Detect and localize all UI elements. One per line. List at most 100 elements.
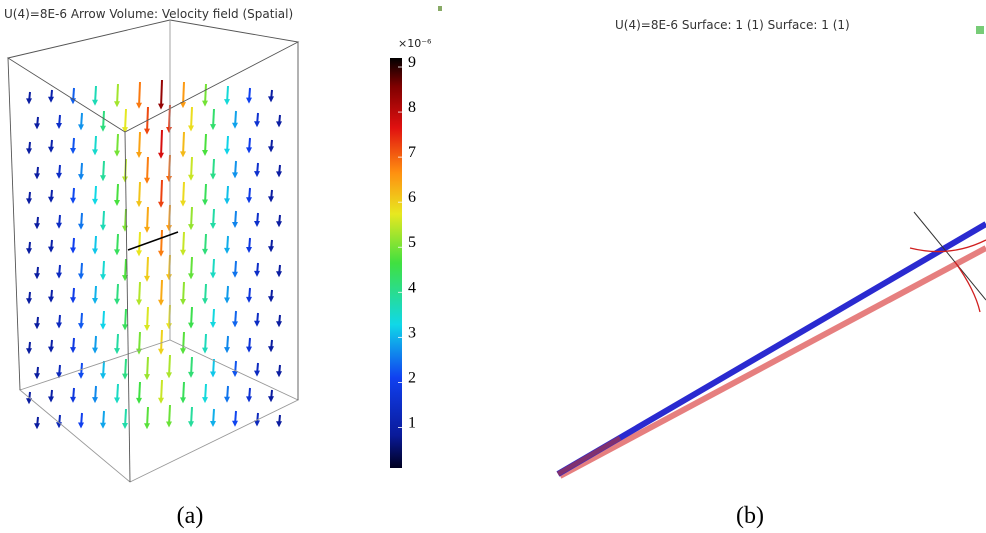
arrow-head — [144, 423, 150, 429]
arrow-head — [254, 371, 260, 377]
arrow — [136, 82, 142, 109]
arrow — [48, 240, 54, 253]
arrow-head — [70, 248, 76, 254]
colorbar-tick-label: 8 — [408, 99, 416, 116]
arrow-head — [202, 101, 208, 107]
arrow — [166, 205, 172, 231]
arrow — [232, 311, 238, 327]
arrow — [48, 390, 54, 403]
arrow-head — [232, 272, 238, 278]
arrow-head — [92, 397, 98, 403]
arrow — [144, 407, 150, 429]
arrow-head — [158, 300, 164, 306]
panel-b: U(4)=8E-6 Surface: 1 (1) Surface: 1 (1) … — [558, 18, 986, 529]
arrow-head — [144, 178, 150, 184]
arrow — [268, 390, 274, 402]
arrow — [144, 157, 150, 184]
panel-title: U(4)=8E-6 Surface: 1 (1) Surface: 1 (1) — [615, 18, 850, 32]
arrow-head — [70, 347, 76, 353]
arrow-head — [166, 225, 172, 231]
arrow — [78, 263, 84, 279]
arrow — [92, 186, 98, 205]
arrow — [180, 282, 186, 305]
arrow — [100, 161, 106, 181]
arrow-head — [78, 174, 84, 180]
arrow-head — [136, 398, 142, 404]
arrow — [224, 186, 230, 204]
arrow-head — [100, 324, 106, 330]
arrow — [276, 415, 282, 427]
arrow-head — [210, 124, 216, 130]
arrow — [180, 182, 186, 207]
arrow — [56, 165, 62, 179]
arrow-head — [48, 147, 54, 153]
colorbar-tick-label: 3 — [408, 324, 416, 341]
arrow — [158, 130, 164, 159]
arrow — [224, 136, 230, 155]
arrow — [276, 115, 282, 127]
arrow-head — [224, 347, 230, 353]
arrow-head — [48, 247, 54, 253]
arrow-head — [268, 296, 274, 302]
colorbar-tick-label: 1 — [408, 414, 416, 431]
icon — [438, 6, 442, 11]
arrow — [100, 211, 106, 231]
arrow — [122, 309, 128, 330]
arrow — [276, 165, 282, 177]
arrow-head — [26, 198, 32, 204]
arrow — [122, 109, 128, 133]
arrow — [254, 213, 260, 227]
arrow — [180, 332, 186, 354]
colorbar-tick-label: 2 — [408, 369, 416, 386]
arrow-head — [180, 201, 186, 207]
arrow-head — [122, 324, 128, 330]
arrow-head — [254, 271, 260, 277]
arrow-head — [26, 98, 32, 104]
arrow — [254, 113, 260, 127]
arrow-head — [56, 323, 62, 329]
arrow — [224, 336, 230, 353]
arrow — [100, 311, 106, 330]
arrow — [70, 288, 76, 303]
arrow — [224, 236, 230, 254]
icon — [976, 26, 984, 34]
arrow-head — [232, 172, 238, 178]
caption: (b) — [736, 503, 764, 529]
figure: U(4)=8E-6 Arrow Volume: Velocity field (… — [0, 0, 986, 533]
arrow — [268, 340, 274, 352]
arrow — [158, 230, 164, 257]
arrow — [70, 338, 76, 353]
arrow — [70, 88, 76, 104]
arrow — [144, 257, 150, 282]
arrow-head — [188, 273, 194, 279]
arrow-shaft — [161, 80, 162, 108]
arrow-head — [254, 321, 260, 327]
arrow — [48, 290, 54, 303]
arrow-head — [136, 103, 142, 109]
arrow-head — [166, 127, 172, 133]
arrow-head — [56, 223, 62, 229]
colorbar-tick-label: 6 — [408, 189, 416, 206]
arrow — [166, 355, 172, 378]
arrow-head — [224, 397, 230, 403]
caption: (a) — [177, 503, 204, 529]
arrow-head — [34, 123, 40, 129]
arrow — [114, 84, 120, 107]
arrow — [188, 157, 194, 181]
arrow-head — [202, 249, 208, 255]
arrow-head — [100, 175, 106, 181]
arrow-head — [48, 297, 54, 303]
arrow — [122, 209, 128, 232]
arrow — [34, 167, 40, 179]
arrow — [136, 182, 142, 207]
arrow — [202, 334, 208, 354]
arrow — [246, 388, 252, 402]
arrow — [48, 190, 54, 203]
arrow-head — [48, 347, 54, 353]
arrow — [114, 334, 120, 354]
arrow — [114, 284, 120, 305]
arrow — [34, 117, 40, 129]
arrow — [48, 140, 54, 153]
arrow-head — [232, 371, 238, 377]
arrow — [34, 217, 40, 229]
